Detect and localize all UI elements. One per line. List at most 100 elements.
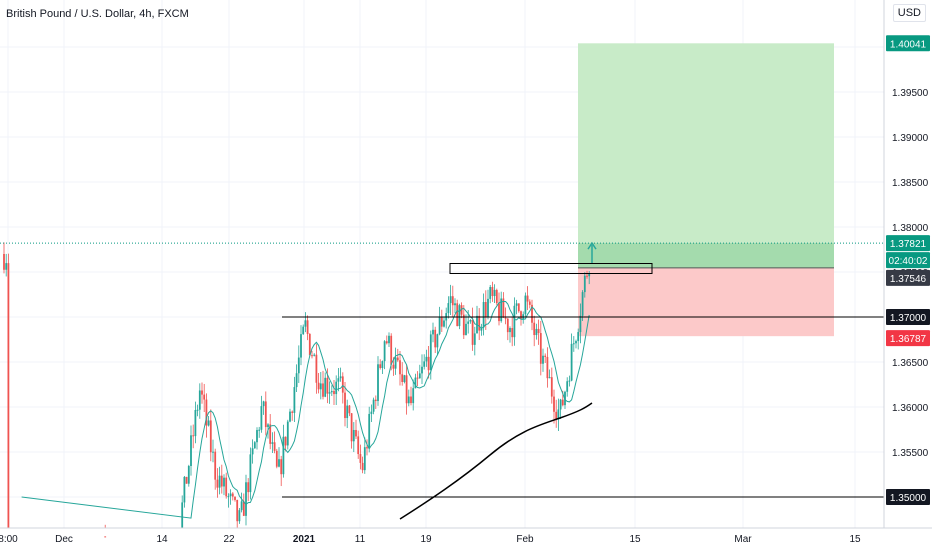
candle-body — [5, 263, 8, 270]
candle-body — [462, 314, 465, 336]
candle-body — [405, 375, 408, 404]
candle-body — [7, 263, 10, 528]
candle-body — [275, 450, 278, 467]
candle-body — [528, 301, 531, 305]
candle-body — [581, 292, 584, 316]
candle-body — [427, 356, 430, 371]
candle-body — [269, 424, 272, 444]
x-tick-label: 19 — [420, 534, 432, 545]
candle-body — [361, 462, 364, 471]
moving-averages — [21, 301, 593, 520]
candle-body — [579, 315, 582, 333]
candle-body — [238, 510, 241, 522]
candle-body — [517, 303, 520, 312]
level-label: 1.37000 — [890, 313, 927, 324]
candle-body — [447, 303, 450, 314]
candle-body — [381, 361, 384, 368]
currency-button[interactable]: USD — [892, 4, 926, 22]
candle-body — [185, 476, 188, 484]
candle-body — [570, 343, 573, 381]
candle-body — [322, 383, 324, 397]
candle-body — [311, 355, 313, 357]
candle-body — [218, 475, 221, 488]
candle-body — [392, 364, 395, 369]
candle-body — [348, 405, 351, 414]
candle-body — [273, 442, 276, 451]
candle-body — [335, 381, 338, 395]
price-labels: 1.40041 1.37821 02:40:02 1.37546 1.37000 1.36… — [886, 35, 930, 505]
candle-body — [526, 295, 529, 302]
candle-body — [372, 399, 375, 412]
candle-body — [520, 311, 522, 320]
candle-body — [588, 273, 591, 277]
candle-body — [271, 442, 274, 444]
candle-body — [504, 317, 507, 319]
candle-body — [209, 420, 212, 453]
candle-body — [557, 409, 560, 420]
candle-body — [537, 328, 540, 334]
ma-fast-line — [21, 301, 590, 519]
candle-body — [401, 374, 404, 383]
x-tick-label: 22 — [223, 534, 235, 545]
candle-body — [390, 335, 393, 365]
candle-body — [575, 341, 577, 344]
candle-body — [308, 333, 311, 356]
candle-body — [480, 327, 483, 331]
candle-body — [423, 361, 426, 367]
candle-body — [214, 451, 217, 480]
candle-body — [324, 377, 327, 397]
candle-body — [383, 341, 386, 362]
candle-body — [201, 390, 203, 395]
candle-body — [267, 424, 269, 428]
x-tick-label: 14 — [156, 534, 168, 545]
candle-body — [262, 401, 265, 407]
candles — [3, 242, 591, 538]
candle-body — [555, 411, 558, 420]
support-label-bg — [886, 489, 930, 505]
candle-body — [443, 320, 445, 327]
candle-body — [366, 447, 368, 449]
last-price-label-bg — [886, 235, 930, 252]
candle-body — [104, 536, 107, 538]
candle-body — [370, 411, 373, 414]
candle-body — [561, 399, 564, 406]
candle-body — [385, 341, 388, 344]
candle-body — [440, 317, 443, 327]
candle-body — [511, 328, 514, 338]
candle-body — [297, 357, 300, 374]
candle-body — [502, 298, 505, 318]
candle-body — [368, 413, 371, 449]
loss-zone — [578, 267, 834, 337]
candle-body — [344, 392, 346, 419]
candle-body — [449, 296, 452, 304]
candle-body — [251, 448, 254, 455]
up-arrow-head — [587, 241, 597, 250]
candle-body — [205, 399, 208, 426]
candle-body — [333, 391, 335, 395]
candle-body — [451, 296, 454, 306]
candle-body — [509, 328, 511, 333]
candle-body — [357, 436, 360, 455]
candle-body — [278, 459, 280, 467]
stop-loss-label: 1.36787 — [890, 334, 927, 345]
candle-body — [374, 399, 377, 402]
candle-body — [498, 303, 500, 322]
candle-body — [577, 332, 580, 342]
candle-body — [284, 436, 287, 446]
y-tick-label: 1.36000 — [892, 403, 929, 414]
candle-body — [203, 394, 206, 400]
grid — [0, 0, 884, 528]
y-tick-label: 1.36500 — [892, 358, 929, 369]
candle-body — [220, 475, 223, 487]
candle-body — [225, 477, 228, 497]
chart-title: British Pound / U.S. Dollar, 4h, FXCM — [6, 8, 189, 20]
y-tick-label: 1.38000 — [892, 223, 929, 234]
candle-body — [471, 319, 474, 345]
candle-body — [242, 501, 245, 516]
candle-body — [264, 401, 267, 428]
candle-body — [280, 459, 283, 475]
x-tick-label: 8:00 — [0, 534, 18, 545]
candle-body — [513, 305, 516, 338]
